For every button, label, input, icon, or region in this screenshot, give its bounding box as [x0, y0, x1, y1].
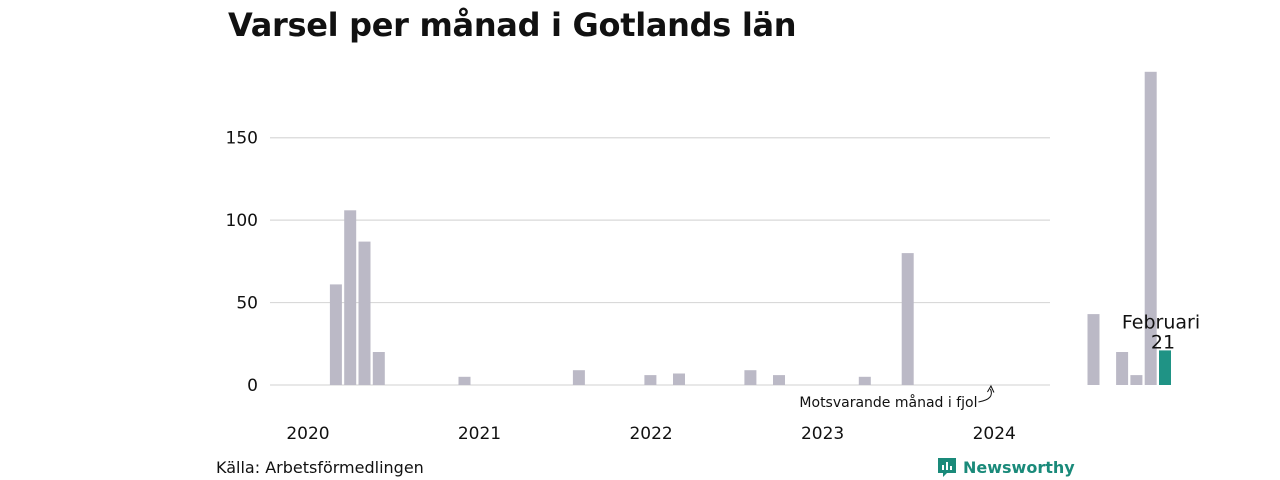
bar [901, 253, 914, 385]
bar [1130, 375, 1143, 385]
x-axis-ticks: 2020 2021 2022 2023 2024 [286, 424, 1015, 444]
bar [744, 370, 757, 385]
annotation-arrowhead [987, 384, 995, 393]
x-tick-label: 2021 [458, 424, 501, 444]
bar [329, 284, 342, 385]
bar [372, 352, 385, 385]
brand-name: Newsworthy [963, 457, 1075, 477]
bar [673, 373, 685, 385]
bar [1144, 71, 1157, 386]
bar [1159, 350, 1171, 385]
chart-title: Varsel per månad i Gotlands län [228, 6, 797, 44]
y-tick-label: 0 [247, 376, 258, 396]
bars [329, 71, 1171, 386]
x-tick-label: 2024 [973, 424, 1016, 444]
bar [358, 241, 371, 385]
bar [1087, 314, 1100, 385]
bar [572, 370, 585, 385]
bar [458, 376, 471, 385]
y-tick-label: 50 [236, 294, 258, 314]
bar [344, 210, 357, 385]
y-tick-label: 150 [226, 129, 258, 149]
x-tick-label: 2023 [801, 424, 844, 444]
brand-logo[interactable]: Newsworthy [937, 456, 1075, 478]
bar [644, 375, 657, 385]
highlight-value: 21 [1151, 331, 1175, 353]
bar [858, 376, 871, 385]
newsworthy-logo-icon [938, 458, 956, 477]
x-tick-label: 2020 [286, 424, 329, 444]
comparison-annotation: Motsvarande månad i fjol [799, 394, 977, 411]
annotation-arrow [978, 388, 992, 403]
y-axis-ticks: 0 50 100 150 [226, 129, 258, 396]
x-tick-label: 2022 [629, 424, 672, 444]
bar [1116, 352, 1129, 385]
y-tick-label: 100 [226, 211, 258, 231]
grid-lines [270, 137, 1050, 386]
highlight-label: Februari [1122, 311, 1200, 333]
bar [773, 375, 785, 385]
source-note: Källa: Arbetsförmedlingen [216, 458, 424, 477]
